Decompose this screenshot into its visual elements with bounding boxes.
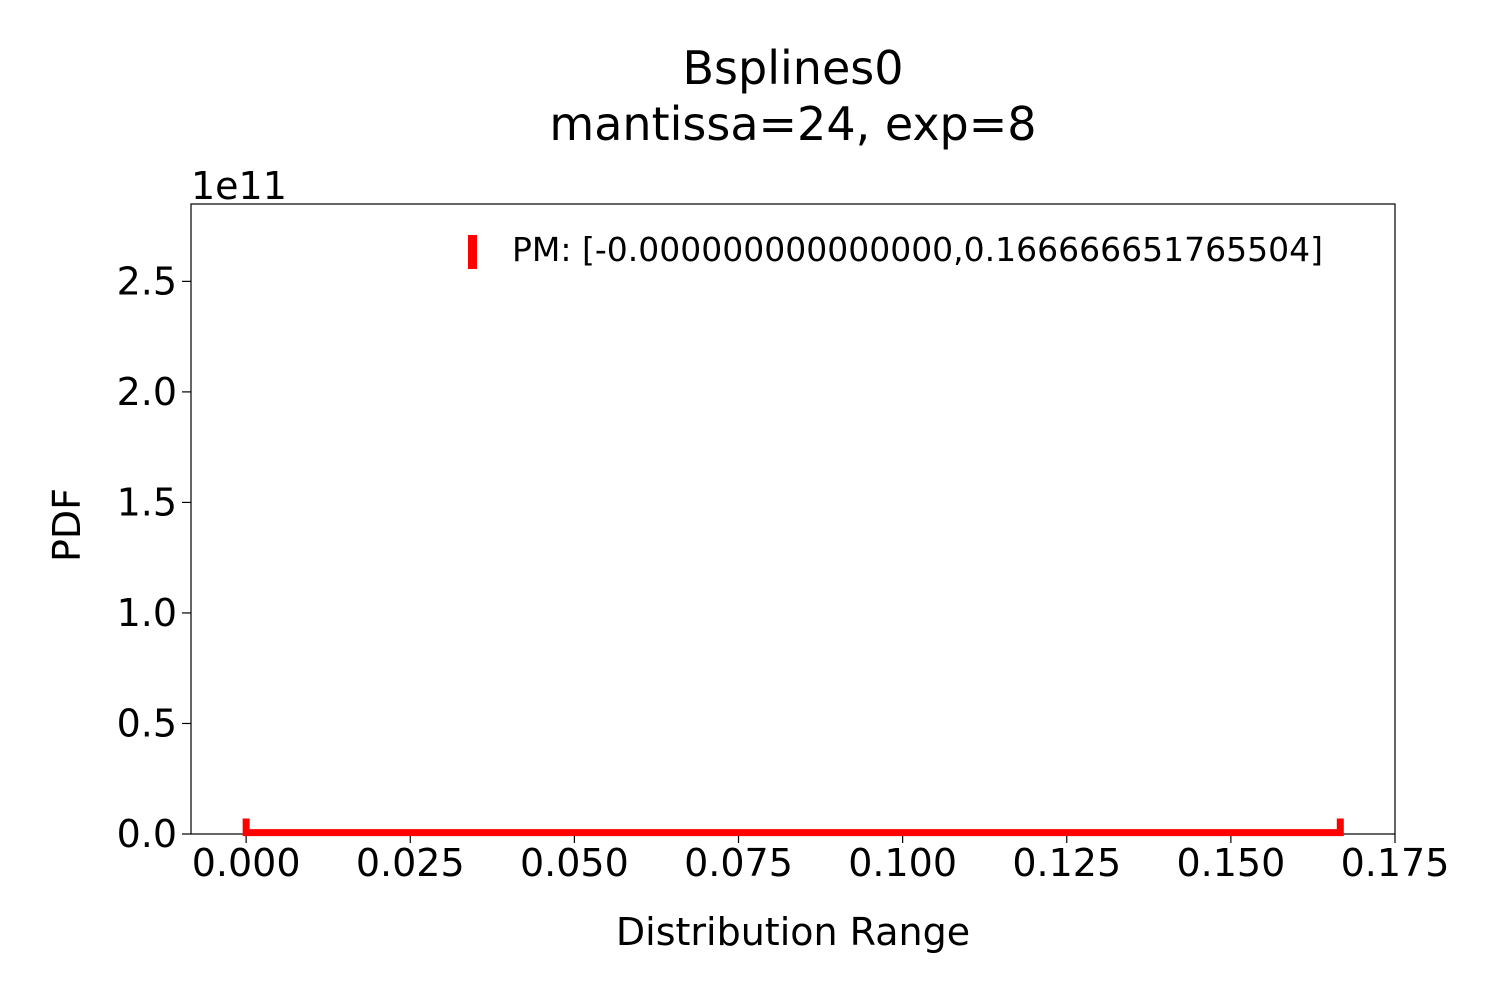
x-tick-label: 0.025 bbox=[356, 841, 465, 885]
x-tick-label: 0.125 bbox=[1012, 841, 1121, 885]
x-tick-label: 0.000 bbox=[192, 841, 301, 885]
y-axis-label: PDF bbox=[45, 488, 89, 562]
x-axis: 0.000 0.025 0.050 0.075 0.100 0.125 0.150 0.175 bbox=[192, 834, 1450, 885]
x-tick-label: 0.050 bbox=[520, 841, 629, 885]
y-tick-label: 1.0 bbox=[117, 591, 177, 635]
y-offset-text: 1e11 bbox=[191, 164, 287, 208]
x-tick-label: 0.075 bbox=[684, 841, 793, 885]
legend-swatch bbox=[468, 235, 477, 269]
plot-area bbox=[190, 203, 1396, 835]
legend-label: PM: [-0.000000000000000,0.16666665176550… bbox=[512, 230, 1323, 269]
chart-subtitle: mantissa=24, exp=8 bbox=[549, 97, 1036, 151]
x-axis-label: Distribution Range bbox=[616, 910, 970, 954]
y-tick-label: 1.5 bbox=[117, 480, 177, 524]
legend: PM: [-0.000000000000000,0.16666665176550… bbox=[468, 230, 1323, 269]
y-tick-label: 2.5 bbox=[117, 259, 177, 303]
chart-title: Bsplines0 bbox=[683, 41, 904, 95]
y-tick-label: 0.0 bbox=[117, 812, 177, 856]
y-tick-label: 0.5 bbox=[117, 701, 177, 745]
x-tick-label: 0.100 bbox=[848, 841, 957, 885]
x-tick-label: 0.150 bbox=[1176, 841, 1285, 885]
y-tick-label: 2.0 bbox=[117, 370, 177, 414]
x-tick-label: 0.175 bbox=[1341, 841, 1450, 885]
series-layer bbox=[242, 818, 1344, 837]
y-axis: 0.0 0.5 1.0 1.5 2.0 2.5 bbox=[117, 259, 191, 856]
series-line bbox=[242, 818, 1344, 837]
